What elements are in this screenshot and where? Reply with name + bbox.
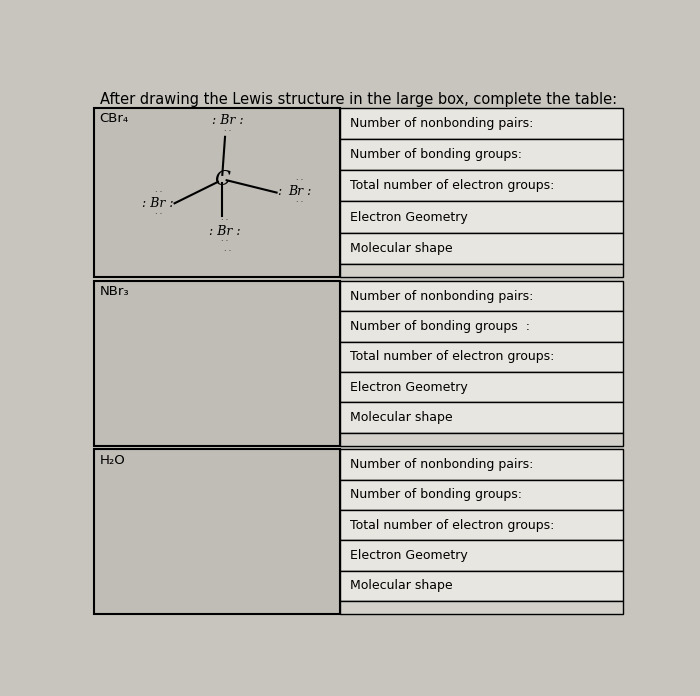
Text: C: C xyxy=(214,170,230,189)
Bar xyxy=(94,450,340,614)
Text: After drawing the Lewis structure in the large box, complete the table:: After drawing the Lewis structure in the… xyxy=(100,92,617,106)
Text: · ·: · · xyxy=(224,127,231,136)
Text: : Br :: : Br : xyxy=(209,225,241,237)
Text: · ·: · · xyxy=(296,176,304,185)
Bar xyxy=(340,372,624,402)
Text: Total number of electron groups:: Total number of electron groups: xyxy=(349,519,554,532)
Text: · ·: · · xyxy=(155,188,162,197)
Bar xyxy=(340,571,624,601)
Text: CBr₄: CBr₄ xyxy=(99,112,129,125)
Text: : Br :: : Br : xyxy=(143,197,174,209)
Bar xyxy=(340,342,624,372)
Text: Total number of electron groups:: Total number of electron groups: xyxy=(349,350,554,363)
Text: · ·: · · xyxy=(155,209,162,219)
Bar xyxy=(94,108,340,278)
Bar xyxy=(340,402,624,433)
Text: Electron Geometry: Electron Geometry xyxy=(349,381,468,394)
Text: : Br :: : Br : xyxy=(212,114,244,127)
Bar xyxy=(340,139,624,170)
Text: H₂O: H₂O xyxy=(99,454,125,467)
Text: Molecular shape: Molecular shape xyxy=(349,242,452,255)
Bar xyxy=(340,450,624,480)
Bar xyxy=(340,510,624,540)
Text: Number of nonbonding pairs:: Number of nonbonding pairs: xyxy=(349,458,533,471)
Bar xyxy=(340,201,624,232)
Text: Molecular shape: Molecular shape xyxy=(349,411,452,424)
Bar xyxy=(340,170,624,201)
Text: · ·: · · xyxy=(223,247,231,256)
Text: Total number of electron groups:: Total number of electron groups: xyxy=(349,180,554,192)
Text: · ·: · · xyxy=(221,216,229,225)
Text: Br :: Br : xyxy=(288,185,312,198)
Text: · ·: · · xyxy=(296,198,304,207)
Bar xyxy=(340,540,624,571)
Text: · ·: · · xyxy=(224,104,231,113)
Text: Number of nonbonding pairs:: Number of nonbonding pairs: xyxy=(349,117,533,129)
Bar xyxy=(340,264,624,278)
Text: :: : xyxy=(277,185,281,198)
Text: NBr₃: NBr₃ xyxy=(99,285,129,299)
Text: Number of bonding groups:: Number of bonding groups: xyxy=(349,489,522,501)
Bar xyxy=(340,108,624,139)
Text: Number of bonding groups:: Number of bonding groups: xyxy=(349,148,522,161)
Text: Number of nonbonding pairs:: Number of nonbonding pairs: xyxy=(349,290,533,303)
Text: · ·: · · xyxy=(221,237,229,246)
Text: Electron Geometry: Electron Geometry xyxy=(349,210,468,223)
Bar xyxy=(340,232,624,264)
Bar xyxy=(340,601,624,614)
Bar xyxy=(340,311,624,342)
Bar xyxy=(94,281,340,446)
Text: Electron Geometry: Electron Geometry xyxy=(349,549,468,562)
Bar xyxy=(340,281,624,311)
Bar xyxy=(340,480,624,510)
Text: Number of bonding groups  :: Number of bonding groups : xyxy=(349,320,529,333)
Bar xyxy=(340,433,624,446)
Text: Molecular shape: Molecular shape xyxy=(349,579,452,592)
